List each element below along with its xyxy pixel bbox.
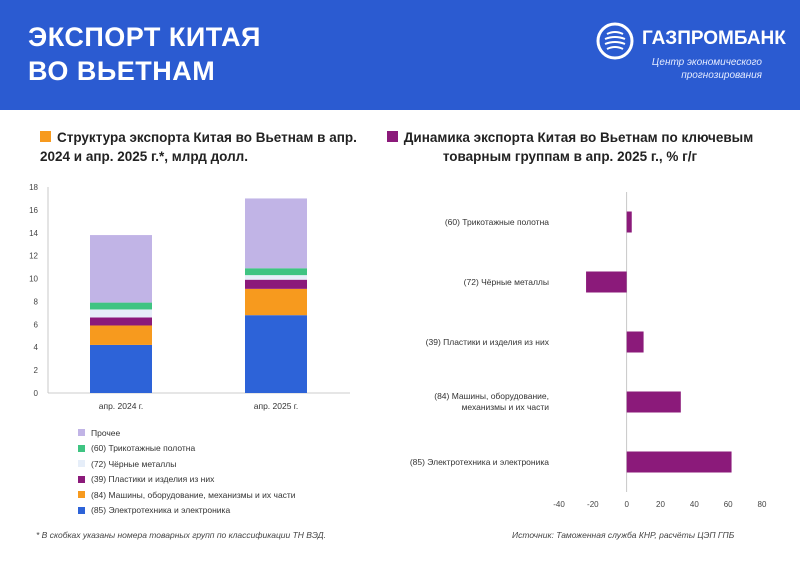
hbar (626, 211, 632, 233)
page-title: ЭКСПОРТ КИТАЯ ВО ВЬЕТНАМ (28, 22, 261, 86)
legend-swatch (78, 491, 85, 499)
x-tick-label: -20 (587, 500, 599, 509)
stacked-chart-legend: Прочее (60) Трикотажные полотна (72) Чёрны… (78, 425, 378, 518)
bar-segment (90, 309, 152, 318)
x-tick-label: -40 (553, 500, 565, 509)
legend-label: (85) Электротехника и электроника (91, 505, 231, 516)
bar-segment (90, 325, 152, 345)
hbar (586, 271, 627, 293)
bar-segment (90, 317, 152, 326)
hbar (626, 391, 681, 413)
y-category-label: (60) Трикотажные полотна (445, 217, 549, 227)
source-note: Источник: Таможенная служба КНР, расчёты… (512, 530, 735, 540)
y-tick-label: 0 (34, 389, 39, 398)
legend-item: (39) Пластики и изделия из них (78, 472, 378, 488)
bar-segment (245, 198, 307, 269)
legend-swatch (78, 475, 85, 483)
hbar (626, 331, 644, 353)
y-tick-label: 4 (34, 343, 39, 352)
right-chart-title-text: Динамика экспорта Китая во Вьетнам по кл… (403, 130, 754, 164)
y-tick-label: 16 (29, 206, 38, 215)
legend-swatch (78, 460, 85, 468)
brand-subtitle: Центр экономического прогнозирования (651, 57, 762, 81)
x-tick-label: 60 (724, 500, 733, 509)
purple-square-icon (386, 131, 398, 142)
bar-segment (245, 288, 307, 316)
y-tick-label: 2 (34, 366, 39, 375)
x-tick-label: 80 (758, 500, 767, 509)
x-tick-label: 40 (690, 500, 699, 509)
brand-name: ГАЗПРОМБАНК (642, 28, 786, 49)
left-chart-title: Структура экспорта Китая во Вьетнам в ап… (40, 128, 360, 166)
right-chart-title: Динамика экспорта Китая во Вьетнам по кл… (380, 128, 760, 166)
orange-square-icon (40, 131, 51, 142)
category-label-line: механизмы и их части (462, 402, 550, 412)
y-tick-label: 8 (34, 297, 39, 306)
x-category-label: апр. 2024 г. (99, 401, 143, 411)
header-banner: ЭКСПОРТ КИТАЯ ВО ВЬЕТНАМ ГАЗПРОМБАНК Цен… (0, 0, 800, 110)
gazprombank-logo-icon (596, 22, 634, 60)
y-tick-label: 6 (34, 320, 39, 329)
y-category-label: (39) Пластики и изделия из них (426, 337, 550, 347)
y-category-label: (85) Электротехника и электроника (410, 457, 549, 467)
legend-swatch (78, 429, 85, 437)
legend-swatch (78, 506, 85, 514)
y-category-label: (72) Чёрные металлы (464, 277, 549, 287)
y-tick-label: 12 (29, 252, 38, 261)
category-label-line: (84) Машины, оборудование, (434, 391, 549, 401)
x-tick-label: 0 (624, 500, 629, 509)
footnote: * В скобках указаны номера товарных груп… (36, 530, 326, 540)
legend-swatch (78, 444, 85, 452)
y-tick-label: 18 (29, 183, 38, 192)
x-tick-label: 20 (656, 500, 665, 509)
legend-label: (84) Машины, оборудование, механизмы и и… (91, 489, 296, 500)
legend-item: (72) Чёрные металлы (78, 456, 378, 472)
bar-segment (245, 268, 307, 276)
legend-label: (60) Трикотажные полотна (91, 443, 196, 454)
y-tick-label: 14 (29, 229, 38, 238)
bar-segment (245, 275, 307, 280)
bar-segment (245, 315, 307, 393)
bar-segment (90, 302, 152, 310)
bar-segment (245, 279, 307, 289)
legend-label: (39) Пластики и изделия из них (91, 474, 215, 485)
bar-segment (90, 344, 152, 393)
legend-item: (84) Машины, оборудование, механизмы и и… (78, 487, 378, 503)
legend-item: (60) Трикотажные полотна (78, 441, 378, 457)
y-tick-label: 10 (29, 275, 38, 284)
legend-item: (85) Электротехника и электроника (78, 503, 378, 519)
y-category-label: (84) Машины, оборудование, механизмы и их… (434, 391, 549, 412)
hbar (626, 451, 732, 473)
legend-item: Прочее (78, 425, 378, 441)
legend-label: Прочее (91, 427, 121, 438)
left-chart-title-text: Структура экспорта Китая во Вьетнам в ап… (40, 130, 357, 164)
legend-label: (72) Чёрные металлы (91, 458, 177, 469)
x-category-label: апр. 2025 г. (254, 401, 298, 411)
bar-segment (90, 235, 152, 303)
